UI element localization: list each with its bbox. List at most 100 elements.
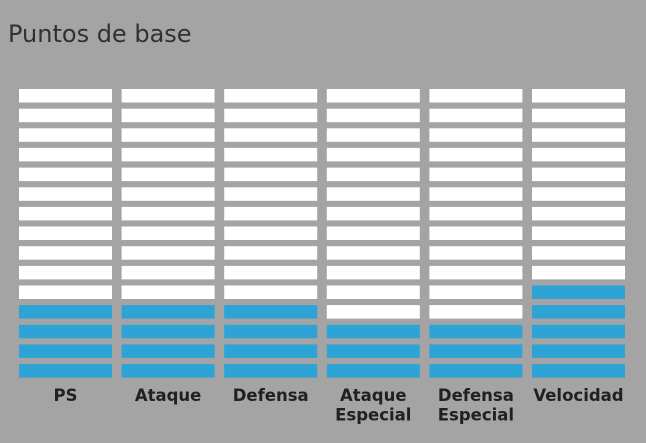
bar-segment-empty (429, 128, 523, 142)
bar-segment-empty (121, 285, 215, 299)
bar-segment-empty (532, 226, 625, 240)
bar-segment-filled (121, 305, 215, 319)
bar-segment-empty (224, 167, 318, 182)
bar-segment-empty (532, 167, 625, 182)
bar-segment-empty (326, 187, 420, 201)
bar-segment-empty (224, 128, 318, 142)
stat-label: Defensa (233, 386, 309, 405)
bar-segment-filled (19, 305, 112, 319)
bar-segment-empty (224, 89, 318, 103)
stat-label: Velocidad (533, 386, 623, 405)
bar-segment-empty (429, 226, 523, 240)
bar-segment-filled (532, 344, 625, 358)
bar-segment-empty (224, 187, 318, 201)
bar-segment-filled (224, 305, 318, 319)
bar-segment-empty (19, 108, 112, 123)
bar-segment-empty (121, 226, 215, 240)
bar-segment-empty (19, 128, 112, 142)
bar-segment-filled (19, 324, 112, 339)
bar-segment-empty (121, 265, 215, 280)
bar-segment-filled (532, 285, 625, 299)
bar-segment-empty (224, 226, 318, 240)
bar-segment-empty (429, 285, 523, 299)
bar-segment-empty (121, 246, 215, 260)
segment-bars (19, 89, 625, 378)
bar-segment-empty (532, 108, 625, 123)
bar-segment-filled (121, 324, 215, 339)
bar-segment-filled (19, 364, 112, 378)
bar-segment-empty (19, 167, 112, 182)
bar-segment-empty (224, 108, 318, 123)
bar-segment-filled (532, 305, 625, 319)
bar-segment-empty (532, 265, 625, 280)
bar-segment-empty (532, 147, 625, 162)
bar-segment-filled (121, 364, 215, 378)
bar-segment-empty (121, 167, 215, 182)
bar-segment-empty (121, 128, 215, 142)
stat-label: Ataque (135, 386, 202, 405)
bar-segment-filled (224, 324, 318, 339)
bar-segment-filled (326, 324, 420, 339)
bar-segment-empty (429, 206, 523, 221)
bar-segment-empty (121, 187, 215, 201)
bar-segment-filled (224, 344, 318, 358)
bar-segment-empty (121, 206, 215, 221)
bar-segment-empty (224, 206, 318, 221)
bar-segment-empty (326, 305, 420, 319)
bar-segment-empty (429, 147, 523, 162)
bar-segment-empty (326, 285, 420, 299)
bar-segment-empty (19, 147, 112, 162)
page-title: Puntos de base (8, 20, 192, 48)
bar-segment-empty (429, 265, 523, 280)
bar-segment-empty (224, 285, 318, 299)
bar-segment-filled (326, 364, 420, 378)
bar-segment-empty (326, 108, 420, 123)
bar-segment-empty (532, 206, 625, 221)
bar-segment-empty (429, 108, 523, 123)
bar-segment-empty (532, 89, 625, 103)
bar-segment-filled (429, 324, 523, 339)
bar-segment-filled (532, 324, 625, 339)
bar-segment-empty (224, 265, 318, 280)
bar-segment-filled (224, 364, 318, 378)
bar-segment-empty (326, 265, 420, 280)
bar-segment-empty (532, 246, 625, 260)
bar-segment-filled (19, 344, 112, 358)
bar-segment-empty (429, 187, 523, 201)
stat-label: PS (54, 386, 78, 405)
bar-segment-empty (224, 147, 318, 162)
bar-segment-empty (429, 305, 523, 319)
stat-label: Defensa Especial (438, 386, 514, 425)
bar-segment-empty (121, 147, 215, 162)
bar-segment-empty (121, 89, 215, 103)
bar-segment-empty (326, 226, 420, 240)
bar-segment-empty (429, 246, 523, 260)
bar-segment-empty (326, 147, 420, 162)
bar-segment-empty (19, 265, 112, 280)
bar-segment-empty (326, 89, 420, 103)
bar-segment-empty (19, 226, 112, 240)
bar-segment-filled (532, 364, 625, 378)
bar-segment-filled (121, 344, 215, 358)
bar-segment-filled (326, 344, 420, 358)
bar-segment-empty (19, 187, 112, 201)
bar-segment-filled (429, 364, 523, 378)
stat-labels: PS Ataque Defensa Ataque Especial Defensa Espe… (54, 386, 624, 425)
bar-segment-empty (19, 206, 112, 221)
bar-segment-empty (19, 285, 112, 299)
bar-segment-empty (224, 246, 318, 260)
stat-label: Ataque Especial (335, 386, 411, 425)
bar-segment-empty (532, 128, 625, 142)
bar-segment-empty (326, 206, 420, 221)
bar-segment-filled (429, 344, 523, 358)
bar-segment-empty (121, 108, 215, 123)
bar-segment-empty (19, 246, 112, 260)
bar-segment-empty (326, 246, 420, 260)
bar-segment-empty (326, 128, 420, 142)
bar-segment-empty (19, 89, 112, 103)
bar-segment-empty (429, 89, 523, 103)
bar-segment-empty (532, 187, 625, 201)
bar-segment-empty (326, 167, 420, 182)
bar-segment-empty (429, 167, 523, 182)
